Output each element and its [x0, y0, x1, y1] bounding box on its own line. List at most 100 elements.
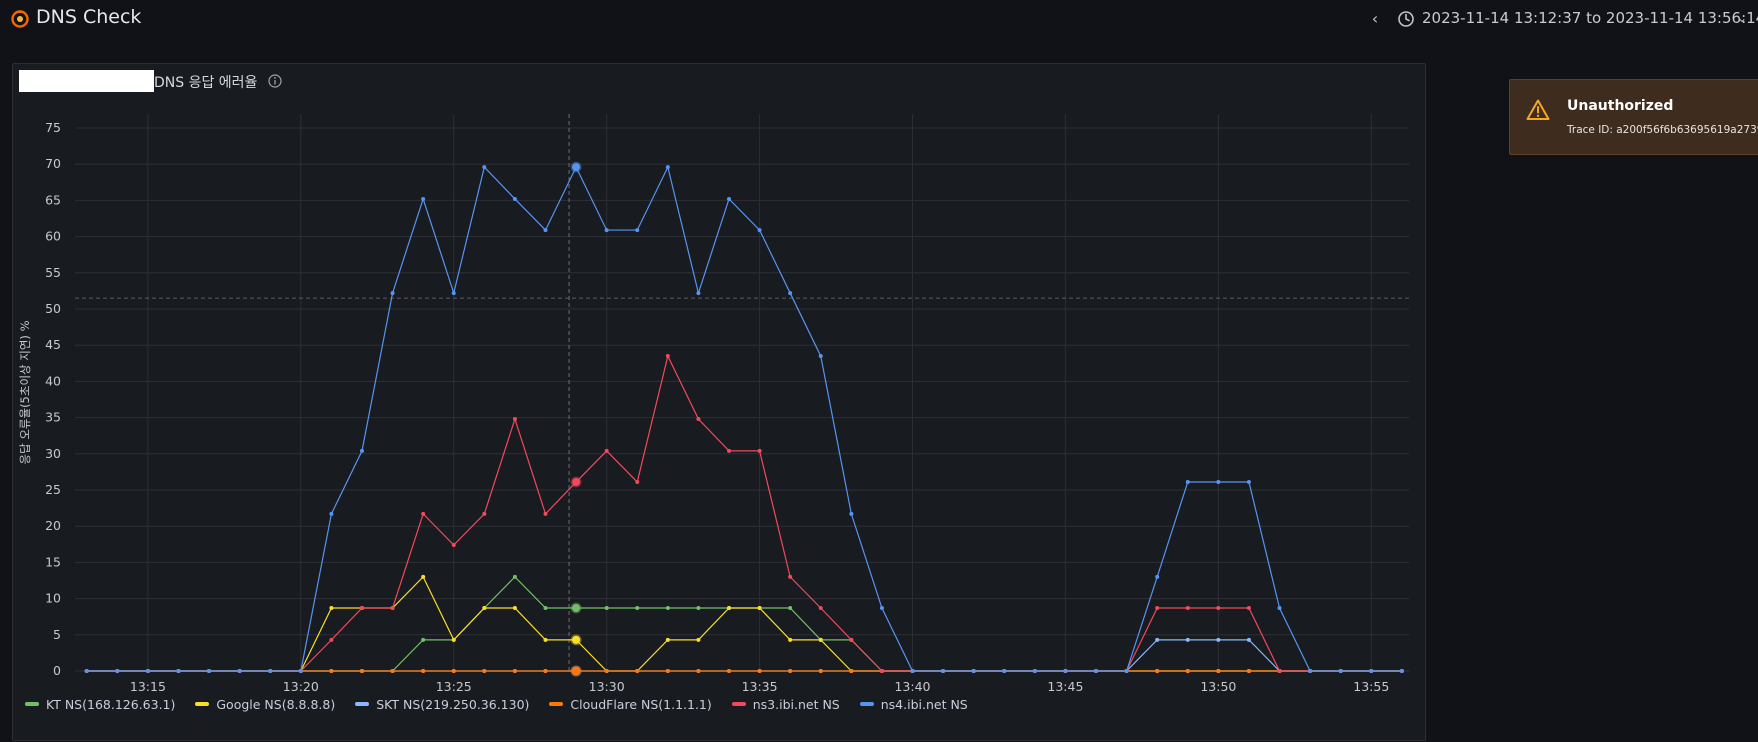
data-point [818, 637, 823, 642]
data-point [329, 669, 334, 673]
info-icon[interactable] [267, 73, 283, 89]
legend-swatch [859, 702, 874, 706]
data-point [849, 669, 854, 673]
data-point [329, 606, 334, 611]
data-point [696, 669, 701, 673]
top-bar: DNS Check ‹ 2023-11-14 13:12:37 to 2023-… [0, 0, 1758, 40]
data-point [390, 606, 395, 611]
data-point [696, 291, 701, 296]
data-point [1185, 480, 1190, 485]
clock-icon[interactable] [1397, 10, 1415, 28]
data-point [570, 161, 582, 173]
data-point [421, 196, 426, 201]
data-point [482, 669, 487, 673]
data-point [543, 606, 548, 611]
y-tick-label: 70 [45, 156, 61, 171]
y-tick-label: 40 [45, 373, 61, 388]
legend-item[interactable]: CloudFlare NS(1.1.1.1) [549, 697, 712, 712]
series-line [86, 354, 1402, 672]
data-point [570, 602, 582, 614]
y-tick-label: 50 [45, 301, 61, 316]
x-tick-label: 13:35 [742, 679, 778, 694]
series-line [86, 576, 1402, 672]
data-point [145, 669, 150, 673]
legend-item[interactable]: SKT NS(219.250.36.130) [355, 697, 529, 712]
data-point [390, 669, 395, 673]
legend-swatch [549, 702, 564, 706]
time-range-picker[interactable]: 2023-11-14 13:12:37 to 2023-11-14 13:56:… [1422, 9, 1758, 27]
y-tick-label: 45 [45, 337, 61, 352]
data-point [543, 637, 548, 642]
y-tick-label: 60 [45, 229, 61, 244]
legend-swatch [25, 702, 39, 706]
legend-swatch [731, 702, 746, 706]
data-point [512, 606, 517, 611]
data-point [727, 196, 732, 201]
data-point [512, 669, 517, 673]
data-point [421, 511, 426, 516]
x-tick-label: 13:40 [894, 679, 930, 694]
data-point [757, 669, 762, 673]
data-point [665, 354, 670, 359]
x-tick-label: 13:45 [1047, 679, 1083, 694]
dashboard-title[interactable]: DNS Check [36, 6, 142, 28]
data-point [1338, 669, 1343, 673]
legend-label: KT NS(168.126.63.1) [46, 696, 176, 712]
data-point [696, 637, 701, 642]
y-tick-label: 0 [53, 663, 61, 678]
data-point [635, 669, 640, 673]
data-point [451, 543, 456, 548]
y-tick-label: 30 [45, 446, 61, 461]
y-tick-label: 65 [45, 192, 61, 207]
legend-item[interactable]: ns4.ibi.net NS [859, 696, 968, 712]
grafana-logo[interactable] [10, 9, 30, 29]
legend-label: SKT NS(219.250.36.130) [376, 696, 530, 712]
data-point [635, 480, 640, 485]
data-point [421, 637, 426, 642]
data-point [359, 606, 364, 611]
data-point [1216, 637, 1221, 642]
toast-trace-id: Trace ID: a200f56f6b63695619a273979 [1567, 124, 1758, 136]
x-tick-label: 13:25 [436, 679, 472, 694]
dns-error-rate-panel: DNS 응답 에러율 0 5 10 15 20 25 30 35 40 45 50 55 60 65 70 7… [12, 63, 1426, 741]
legend-item[interactable]: ns3.ibi.net NS [731, 697, 840, 712]
chevron-down-icon[interactable]: ⌄ [1736, 11, 1748, 25]
warning-icon [1526, 99, 1550, 120]
data-point [788, 574, 793, 579]
series-line [86, 639, 1402, 672]
legend-label: ns4.ibi.net NS [880, 696, 968, 712]
panel-title[interactable]: DNS 응답 에러율 [154, 75, 258, 91]
data-point [1155, 606, 1160, 611]
data-point [665, 165, 670, 170]
data-point [665, 637, 670, 642]
data-point [1002, 669, 1007, 673]
chevron-left-icon[interactable]: ‹ [1371, 9, 1379, 28]
legend-item[interactable]: KT NS(168.126.63.1) [25, 697, 175, 712]
data-point [1246, 637, 1251, 642]
series-line [86, 165, 1402, 672]
legend-item[interactable]: Google NS(8.8.8.8) [195, 697, 335, 712]
data-point [818, 354, 823, 359]
data-point [665, 606, 670, 611]
series-5 [84, 161, 1404, 673]
error-toast[interactable]: Unauthorized Trace ID: a200f56f6b6369561… [1509, 79, 1758, 155]
data-point [1399, 669, 1404, 673]
data-point [910, 669, 915, 673]
data-point [635, 606, 640, 611]
line-chart[interactable]: 0 5 10 15 20 25 30 35 40 45 50 55 60 65 70 75 13:15 13:20… [13, 64, 1425, 694]
data-point [237, 669, 242, 673]
y-tick-label: 75 [45, 120, 61, 135]
data-point [604, 669, 609, 673]
data-point [298, 669, 303, 673]
series-0 [84, 574, 1404, 673]
data-point [788, 637, 793, 642]
data-point [482, 511, 487, 516]
x-tick-label: 13:55 [1353, 679, 1389, 694]
data-point [543, 511, 548, 516]
data-point [727, 448, 732, 453]
legend-label: Google NS(8.8.8.8) [216, 696, 336, 712]
x-tick-label: 13:20 [283, 679, 319, 694]
data-point [512, 574, 517, 579]
data-point [482, 606, 487, 611]
data-point [1155, 574, 1160, 579]
